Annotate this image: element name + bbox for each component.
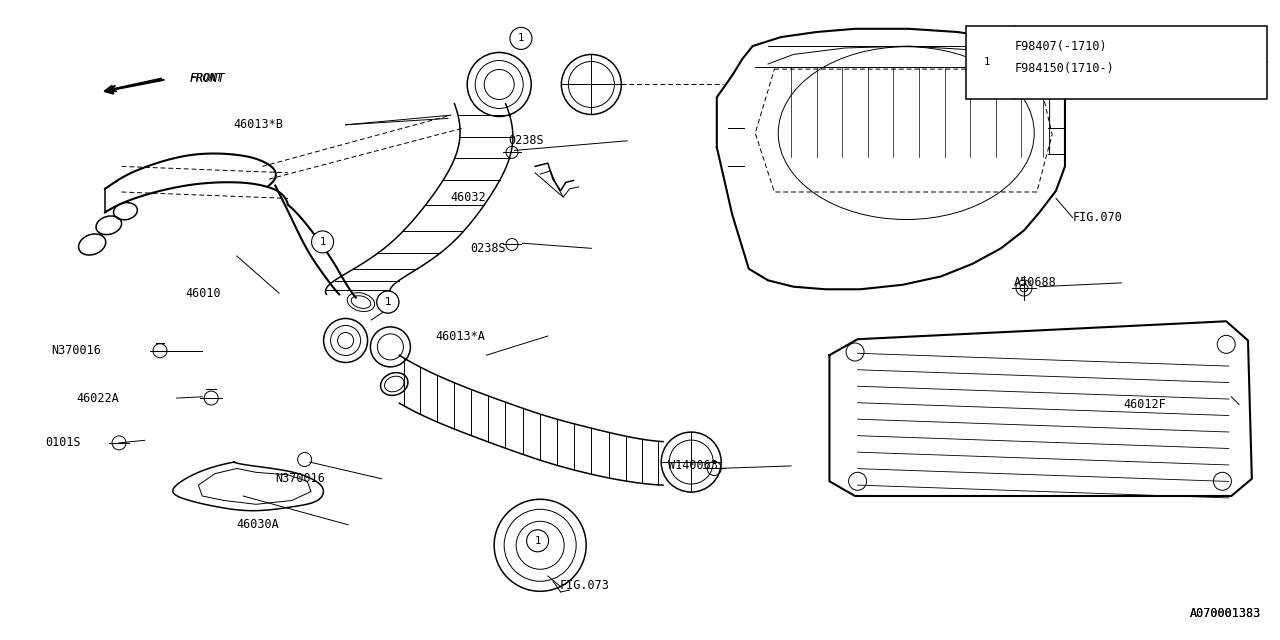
- Text: N370016: N370016: [51, 344, 101, 357]
- Text: 46032: 46032: [451, 191, 486, 204]
- Text: F98407(-1710): F98407(-1710): [1015, 40, 1107, 52]
- Text: 1: 1: [320, 237, 325, 247]
- Bar: [966, 26, 1267, 99]
- Text: 1: 1: [535, 536, 540, 546]
- Circle shape: [376, 291, 399, 313]
- Text: 46012F: 46012F: [1124, 398, 1166, 411]
- Circle shape: [376, 291, 399, 313]
- Text: FIG.070: FIG.070: [1073, 211, 1123, 224]
- Text: FRONT: FRONT: [189, 73, 223, 83]
- Text: F984150(1710-): F984150(1710-): [1015, 62, 1115, 75]
- Text: 0238S: 0238S: [508, 134, 544, 147]
- Text: FRONT: FRONT: [189, 72, 225, 84]
- Text: W140063: W140063: [668, 460, 718, 472]
- Circle shape: [526, 530, 549, 552]
- Circle shape: [311, 231, 334, 253]
- Circle shape: [977, 52, 997, 72]
- Text: A50688: A50688: [1014, 276, 1056, 289]
- Text: 1: 1: [984, 57, 989, 67]
- Text: 46030A: 46030A: [237, 518, 279, 531]
- Text: 46013*B: 46013*B: [233, 118, 283, 131]
- Circle shape: [509, 28, 532, 49]
- Text: 46010: 46010: [186, 287, 221, 300]
- Text: 46013*A: 46013*A: [435, 330, 485, 342]
- Text: FIG.073: FIG.073: [559, 579, 609, 592]
- Text: 1: 1: [385, 297, 390, 307]
- Text: A070001383: A070001383: [1189, 607, 1261, 620]
- Text: N370016: N370016: [275, 472, 325, 485]
- Text: 0238S: 0238S: [470, 242, 506, 255]
- Text: 1: 1: [385, 297, 390, 307]
- Text: 1: 1: [518, 33, 524, 44]
- Text: 0101S: 0101S: [45, 436, 81, 449]
- Text: A070001383: A070001383: [1189, 607, 1261, 620]
- Text: 46022A: 46022A: [77, 392, 119, 404]
